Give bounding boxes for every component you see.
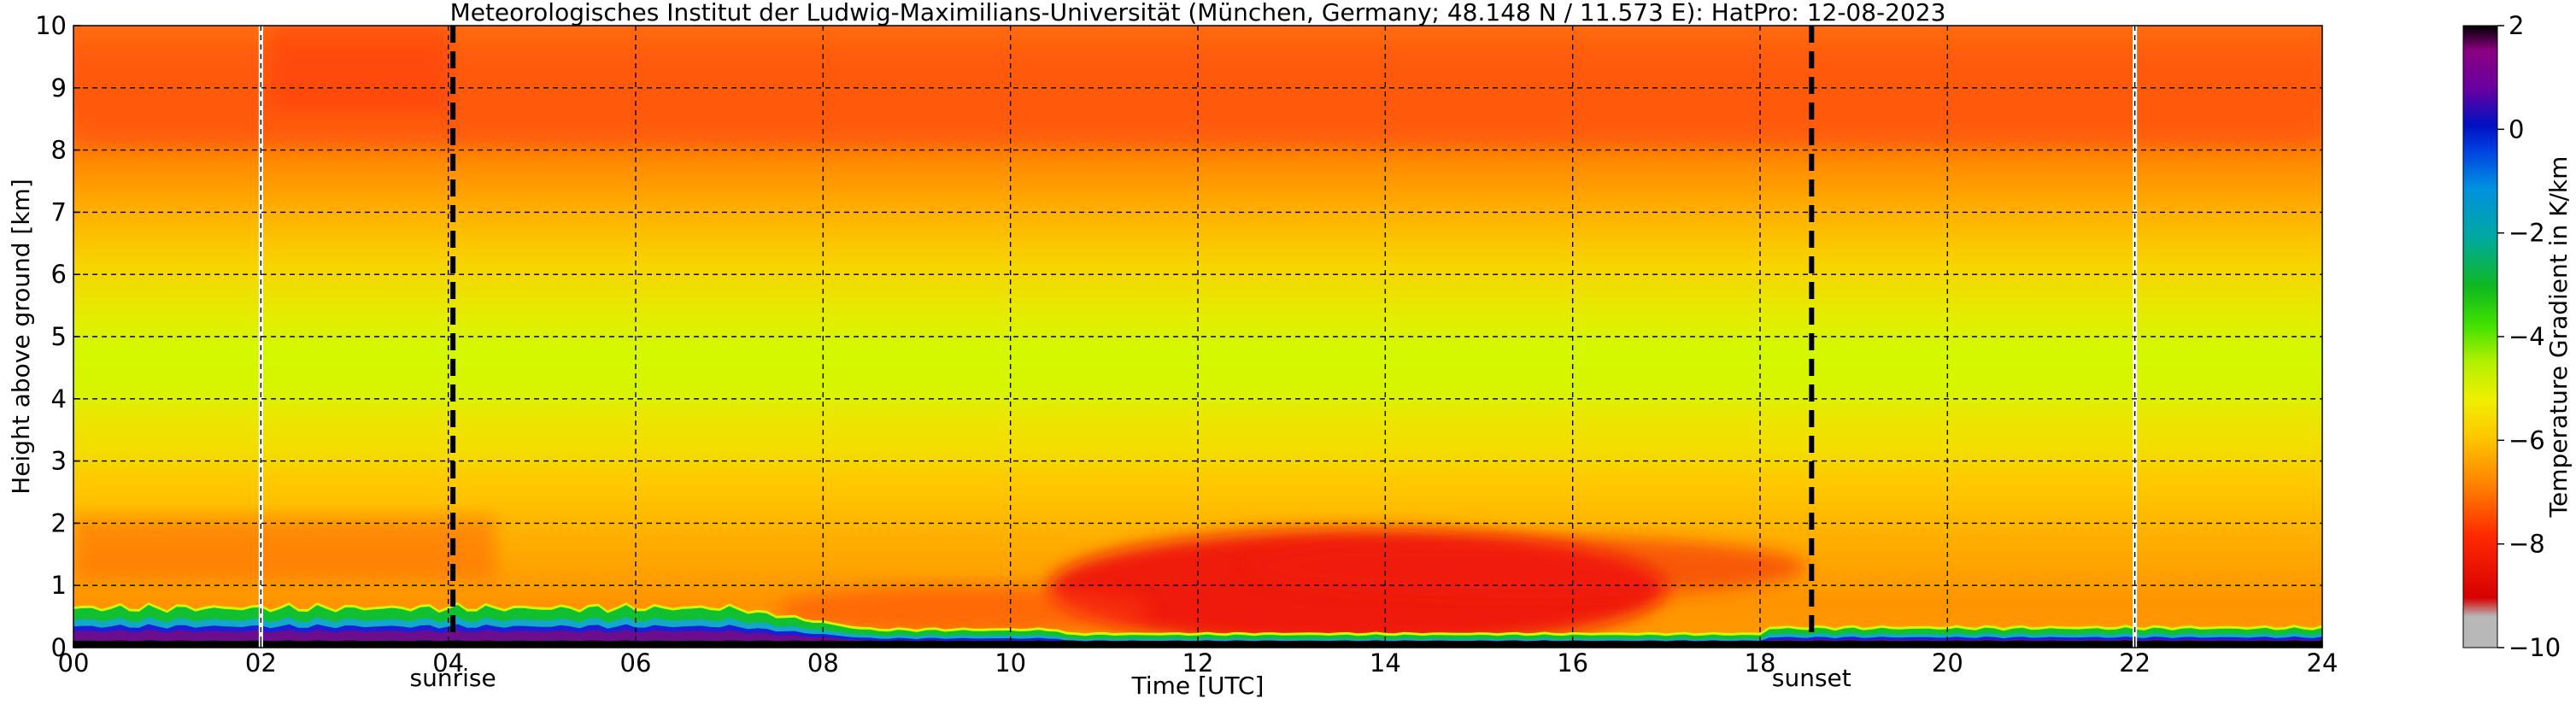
y-tick-label-1: 1 xyxy=(51,571,67,600)
y-tick-label-7: 7 xyxy=(51,197,67,226)
chart-title: Meteorologisches Institut der Ludwig-Max… xyxy=(450,0,1946,26)
colorbar-tick-label-2: −2 xyxy=(2509,219,2545,248)
y-tick-label-9: 9 xyxy=(51,73,67,103)
colorbar-tick-label-3: −4 xyxy=(2509,322,2545,351)
y-tick-label-10: 10 xyxy=(35,11,67,40)
colorbar-ticks: 2 0 −2 −4 −6 −8 −10 xyxy=(2497,11,2561,662)
heatmap-early-top xyxy=(270,26,449,113)
x-tick-label-22: 22 xyxy=(2119,648,2151,678)
heatmap-late-morning xyxy=(776,585,1152,636)
colorbar-tick-label-4: −6 xyxy=(2509,425,2545,455)
x-tick-label-24: 24 xyxy=(2307,648,2338,678)
y-axis-ticks: 0 1 2 3 4 5 6 7 8 9 10 xyxy=(35,11,80,662)
y-tick-label-8: 8 xyxy=(51,136,67,165)
x-axis-ticks: 00 02 04 06 08 10 12 14 16 18 20 22 24 xyxy=(58,641,2338,678)
x-tick-label-18: 18 xyxy=(1745,648,1776,678)
colorbar-label: Temperature Gradient in K/km xyxy=(2544,156,2573,519)
x-tick-label-00: 00 xyxy=(58,648,90,678)
x-axis-label: Time [UTC] xyxy=(1131,672,1265,700)
x-tick-label-14: 14 xyxy=(1370,648,1401,678)
x-tick-label-12: 12 xyxy=(1182,648,1214,678)
x-tick-label-06: 06 xyxy=(620,648,652,678)
heatmap-morning-streak xyxy=(73,517,496,579)
colorbar: 2 0 −2 −4 −6 −8 −10 Temperature Gradient in K/… xyxy=(2462,11,2573,662)
colorbar-tick-label-5: −8 xyxy=(2509,530,2545,559)
event-label-sunrise: sunrise xyxy=(410,664,496,692)
colorbar-tick-label-0: 2 xyxy=(2509,11,2524,40)
y-tick-label-5: 5 xyxy=(51,322,67,351)
grid-lines xyxy=(73,26,2322,648)
y-axis-label: Height above ground [km] xyxy=(7,179,35,495)
x-tick-label-20: 20 xyxy=(1932,648,1963,678)
y-tick-label-3: 3 xyxy=(51,447,67,476)
y-tick-label-4: 4 xyxy=(51,384,67,414)
colorbar-fill xyxy=(2462,25,2498,648)
x-tick-label-08: 08 xyxy=(807,648,839,678)
y-tick-label-2: 2 xyxy=(51,508,67,537)
y-tick-label-6: 6 xyxy=(51,260,67,289)
colorbar-tick-label-1: 0 xyxy=(2509,114,2524,144)
x-tick-label-16: 16 xyxy=(1557,648,1588,678)
plot-area xyxy=(73,26,2322,648)
event-lines xyxy=(450,26,1815,648)
x-tick-label-04: 04 xyxy=(432,648,464,678)
x-tick-label-02: 02 xyxy=(245,648,277,678)
x-tick-label-10: 10 xyxy=(995,648,1026,678)
heatmap-afternoon-red xyxy=(1244,535,1807,598)
event-labels: sunrise sunset xyxy=(410,664,1851,692)
event-label-sunset: sunset xyxy=(1772,664,1851,692)
colorbar-tick-label-6: −10 xyxy=(2509,633,2561,662)
y-tick-label-0: 0 xyxy=(51,633,67,662)
